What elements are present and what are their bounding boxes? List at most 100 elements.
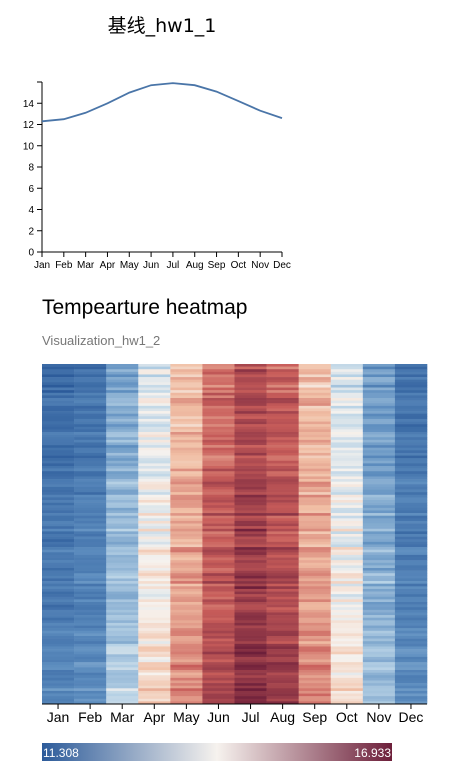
heatmap-cell <box>138 617 171 621</box>
heatmap-cell <box>330 672 364 676</box>
heatmap-cell <box>202 628 235 632</box>
heatmap-cell <box>362 390 396 394</box>
heatmap-cell <box>74 573 107 577</box>
heatmap-cell <box>394 452 428 456</box>
heatmap-cell <box>330 494 364 498</box>
heatmap-cell <box>394 405 428 409</box>
heatmap-cell <box>202 696 235 700</box>
heatmap-cell <box>362 633 396 637</box>
heatmap-cell <box>394 384 428 388</box>
heatmap-cell <box>74 560 107 564</box>
heatmap-cell <box>362 486 396 490</box>
heatmap-cell <box>170 588 203 592</box>
heatmap-cell <box>394 560 428 564</box>
heatmap-cell <box>394 395 428 399</box>
heatmap-cell <box>138 486 171 490</box>
heatmap-cell <box>266 685 299 689</box>
heatmap-cell <box>298 617 332 621</box>
heatmap-cell <box>106 612 139 616</box>
heatmap-cell <box>394 670 428 673</box>
heatmap-cell <box>170 421 203 425</box>
heatmap-cell <box>362 636 396 639</box>
heatmap-cell <box>202 387 235 391</box>
heatmap-cell <box>106 382 139 386</box>
heatmap-cell <box>202 497 235 501</box>
heatmap-cell <box>362 515 396 519</box>
heatmap-cell <box>266 466 299 469</box>
heatmap-cell <box>266 554 299 558</box>
heatmap-cell <box>202 500 235 503</box>
heatmap-cell <box>74 649 107 652</box>
heatmap-cell <box>106 466 139 469</box>
heatmap-cell <box>74 625 107 629</box>
heatmap-cell <box>266 447 299 451</box>
x-tick-label: May <box>120 260 139 271</box>
heatmap-cell <box>42 643 75 647</box>
heatmap-cell <box>74 439 107 443</box>
heatmap-cell <box>394 622 428 626</box>
heatmap-cell <box>42 636 75 639</box>
heatmap-cell <box>74 701 107 705</box>
heatmap-cell <box>298 452 332 456</box>
heatmap-cell <box>74 476 107 480</box>
heatmap-cell <box>74 371 107 375</box>
heatmap-cell <box>106 649 139 652</box>
heatmap-cell <box>202 424 235 428</box>
heatmap-cell <box>106 390 139 394</box>
heatmap-cell <box>138 672 171 676</box>
heatmap-cell <box>362 628 396 632</box>
heatmap-cell <box>362 505 396 509</box>
heatmap-cell <box>106 539 139 543</box>
heatmap-cell <box>298 541 332 545</box>
heatmap-cell <box>138 507 171 511</box>
heatmap-cell <box>202 541 235 545</box>
heatmap-cell <box>138 599 171 603</box>
heatmap-cell <box>234 560 267 564</box>
heatmap-cell <box>202 442 235 446</box>
heatmap-cell <box>362 547 396 550</box>
heatmap-cell <box>202 539 235 543</box>
heatmap-cell <box>74 458 107 462</box>
x-tick-label: Jul <box>167 260 180 271</box>
heatmap-cell <box>202 549 235 553</box>
heatmap-cell <box>362 685 396 689</box>
heatmap-cell <box>394 486 428 490</box>
heatmap-cell <box>234 659 267 663</box>
heatmap-cell <box>74 688 107 692</box>
heatmap-cell <box>202 432 235 435</box>
heatmap-cell <box>234 617 267 621</box>
heatmap-cell <box>106 602 139 605</box>
heatmap-cell <box>266 408 299 412</box>
heatmap-cell <box>298 625 332 629</box>
heatmap-cell <box>266 581 299 584</box>
heatmap-cell <box>42 570 75 574</box>
heatmap-cell <box>42 387 75 391</box>
heatmap-cell <box>330 450 364 454</box>
heatmap-cell <box>330 602 364 605</box>
heatmap-cell <box>202 568 235 571</box>
heatmap-cell <box>394 476 428 480</box>
heatmap-cell <box>74 405 107 409</box>
heatmap-cell <box>266 515 299 519</box>
heatmap-cell <box>106 609 139 613</box>
heatmap-cell <box>202 625 235 629</box>
heatmap-cell <box>106 670 139 673</box>
heatmap-cell <box>298 554 332 558</box>
heatmap-cell <box>266 452 299 456</box>
heatmap-cell <box>74 442 107 446</box>
heatmap-cell <box>42 649 75 652</box>
heatmap-cell <box>170 596 203 600</box>
heatmap-cell <box>74 429 107 433</box>
heatmap-cell <box>138 588 171 592</box>
heatmap-cell <box>138 549 171 553</box>
heatmap-cell <box>42 536 75 540</box>
heatmap-cell <box>266 646 299 650</box>
heatmap-cell <box>394 507 428 511</box>
heatmap-cell <box>234 554 267 558</box>
heatmap-cell <box>74 690 107 694</box>
heatmap-cell <box>106 497 139 501</box>
heatmap-cell <box>298 450 332 454</box>
heatmap-cell <box>42 581 75 584</box>
heatmap-cell <box>330 573 364 577</box>
heatmap-cell <box>42 609 75 613</box>
